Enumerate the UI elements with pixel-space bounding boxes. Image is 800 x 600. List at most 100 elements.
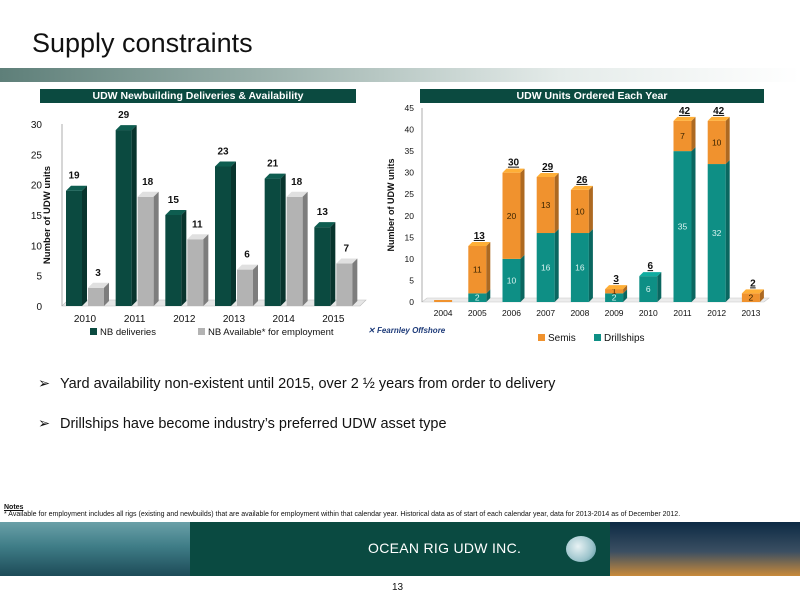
right-bar-2007-drillships [536, 229, 559, 302]
footer-banner: OCEAN RIG UDW INC. [0, 522, 800, 576]
left-bar-2013-s0-side [231, 161, 236, 306]
left-bar-2010-s1-front [88, 287, 104, 306]
right-bar-2007-drillships-front [536, 233, 555, 302]
right-data-label-2008-drillships: 16 [575, 263, 585, 273]
left-bar-2010-s1-side [104, 282, 109, 306]
right-bar-2007-semis-side [554, 172, 559, 234]
ocean-rig-logo-icon [566, 536, 596, 562]
left-y-tick-6: 30 [31, 120, 43, 131]
right-bar-top-2008 [570, 185, 593, 190]
right-y-tick-8: 40 [405, 125, 415, 135]
left-bar-2013-s0-front [215, 166, 231, 306]
left-bar-2013-s0 [215, 161, 236, 306]
right-bar-top-2009 [605, 285, 628, 290]
right-bar-2010-drillships-side [657, 272, 662, 302]
right-data-label-2009-drillships: 2 [612, 293, 617, 303]
right-bar-2011-semis [673, 116, 696, 152]
right-bar-2010-drillships [639, 272, 662, 302]
right-bar-top-2010 [639, 272, 662, 277]
right-bar-2005-drillships [468, 289, 491, 302]
left-data-label-2014-s1: 18 [291, 177, 303, 188]
left-bar-2010-s0-side [82, 185, 87, 306]
right-bar-top-2011 [673, 116, 696, 121]
right-data-label-2007-semis: 13 [541, 200, 551, 210]
left-x-tick-2012: 2012 [173, 314, 196, 325]
right-bar-2009-semis-side [623, 285, 628, 294]
left-x-tick-2013: 2013 [223, 314, 246, 325]
left-bar-2013-s1-side [253, 264, 258, 306]
left-y-tick-1: 5 [36, 272, 42, 283]
right-x-tick-2006: 2006 [502, 308, 521, 318]
left-bar-2012-s1-side [203, 234, 209, 306]
left-data-label-2011-s1: 18 [142, 177, 154, 188]
left-bar-2011-s0 [115, 125, 137, 306]
right-x-tick-2009: 2009 [605, 308, 624, 318]
right-chart-title: UDW Units Ordered Each Year [420, 89, 764, 103]
notes-text: * Available for employment includes all … [4, 511, 681, 518]
left-y-tick-5: 25 [31, 150, 43, 161]
right-bar-2009-drillships-front [605, 293, 624, 302]
deliveries-availability-chart: 0 5 10 15 20 25 30 Number of UDW units 19 3 2010 29… [31, 110, 367, 338]
left-bar-2010-s0-top [66, 185, 87, 191]
right-x-tick-2007: 2007 [536, 308, 555, 318]
right-data-label-2009-semis: 1 [612, 286, 617, 296]
right-bar-top-2007 [536, 172, 559, 177]
left-data-label-2013-s1: 6 [244, 250, 250, 261]
right-bar-2008-semis-side [588, 185, 593, 234]
left-bar-2010-s0-front [66, 190, 82, 306]
right-data-label-2005-semis: 11 [473, 265, 482, 275]
left-x-tick-2010: 2010 [74, 314, 97, 325]
right-bar-2005-drillships-front [468, 293, 487, 302]
right-total-label-2010: 6 [648, 261, 654, 272]
right-bar-2006-drillships-side [520, 254, 525, 302]
left-bar-2013-s1 [237, 264, 258, 306]
right-y-tick-0: 0 [409, 297, 414, 307]
left-data-label-2012-s1: 11 [192, 219, 203, 230]
right-bar-2007-semis [536, 172, 559, 234]
left-bar-2014-s0-side [280, 173, 286, 306]
notes: Notes * Available for employment include… [4, 504, 796, 518]
right-bar-2013-semis-side [759, 289, 764, 302]
left-bar-2012-s0-side [181, 210, 187, 306]
left-bar-2012-s0-front [165, 215, 182, 306]
footer-company-name: OCEAN RIG UDW INC. [368, 540, 522, 556]
arrow-bullet-icon: ➢ [38, 376, 51, 392]
left-legend-label-1: NB Available* for employment [208, 327, 334, 338]
right-bar-2005-semis-front [468, 245, 487, 294]
left-bar-2014-s0 [264, 173, 286, 306]
left-bar-2014-s1-front [286, 196, 303, 306]
right-x-tick-2004: 2004 [434, 308, 453, 318]
right-bar-2008-drillships-front [570, 233, 589, 302]
left-bar-2014-s0-top [264, 173, 286, 179]
right-bar-2006-semis-front [502, 172, 521, 259]
right-total-label-2005: 13 [474, 231, 486, 242]
right-bar-2005-semis-side [486, 241, 491, 294]
left-bar-2015-s1 [336, 258, 358, 306]
right-bar-top-2006 [502, 168, 525, 173]
left-bar-2011-s0-front [115, 130, 132, 306]
left-bar-2010-s1 [88, 282, 109, 306]
left-bar-2013-s1-front [237, 269, 253, 306]
left-bar-2012-s1 [187, 234, 209, 306]
left-bar-2011-s1 [137, 191, 159, 306]
right-data-label-2013-semis: 2 [749, 293, 754, 303]
right-data-label-2006-semis: 20 [507, 211, 517, 221]
right-x-tick-2013: 2013 [741, 308, 760, 318]
right-bar-top-2013 [741, 289, 764, 294]
left-bar-2015-s1-front [336, 263, 353, 306]
right-bar-2012-drillships [707, 160, 730, 302]
left-bar-2014-s1 [286, 191, 308, 306]
left-chart-title: UDW Newbuilding Deliveries & Availabilit… [40, 89, 356, 103]
rig-photo [610, 522, 800, 576]
fearnley-offshore-logo: ✕ Fearnley Offshore [368, 326, 446, 335]
right-total-label-2013: 2 [750, 278, 756, 289]
left-bar-2011-s1-side [153, 191, 159, 306]
left-bar-2010-s1-top [88, 282, 109, 288]
right-bar-2012-semis-front [707, 120, 726, 165]
left-y-axis-label: Number of UDW units [42, 166, 53, 264]
right-total-label-2009: 3 [613, 274, 619, 285]
right-y-tick-2: 10 [405, 254, 415, 264]
left-legend-label-0: NB deliveries [100, 327, 156, 338]
right-bar-2006-drillships-front [502, 258, 521, 302]
right-y-tick-5: 25 [405, 189, 415, 199]
